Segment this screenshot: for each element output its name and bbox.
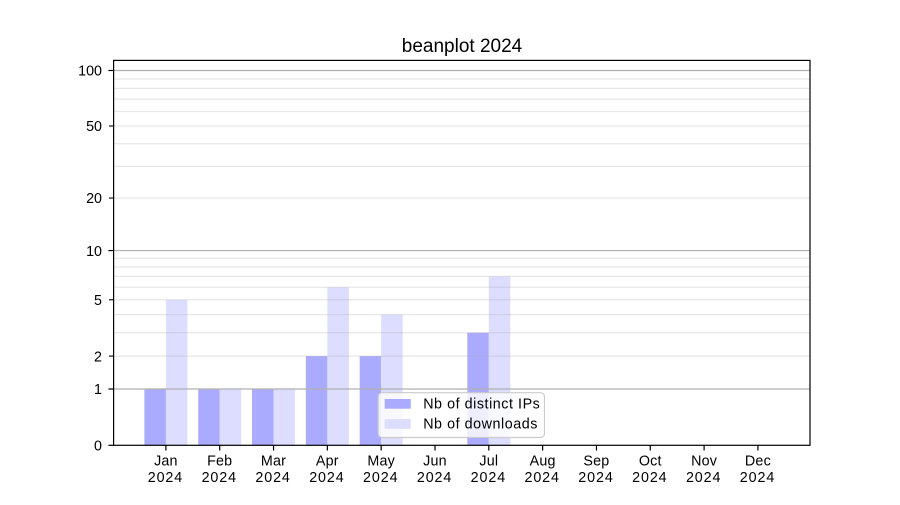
svg-text:Sep: Sep: [583, 454, 609, 470]
svg-text:Nov: Nov: [691, 454, 718, 470]
svg-text:Feb: Feb: [207, 454, 232, 470]
svg-text:Jan: Jan: [154, 454, 178, 470]
svg-text:2024: 2024: [524, 470, 559, 486]
svg-text:Nb of downloads: Nb of downloads: [423, 417, 538, 433]
svg-text:beanplot 2024: beanplot 2024: [402, 36, 523, 57]
svg-text:2024: 2024: [471, 470, 506, 486]
svg-text:Jun: Jun: [423, 454, 447, 470]
svg-text:0: 0: [94, 439, 102, 455]
svg-text:50: 50: [86, 119, 102, 135]
svg-text:Dec: Dec: [745, 454, 771, 470]
svg-text:2024: 2024: [148, 470, 183, 486]
svg-text:Oct: Oct: [639, 454, 662, 470]
svg-text:2024: 2024: [632, 470, 667, 486]
svg-text:Nb of distinct IPs: Nb of distinct IPs: [423, 397, 540, 413]
svg-text:2: 2: [94, 349, 102, 365]
svg-text:100: 100: [78, 64, 102, 80]
svg-text:2024: 2024: [686, 470, 721, 486]
svg-text:Jul: Jul: [479, 454, 498, 470]
svg-text:10: 10: [86, 244, 102, 260]
svg-text:20: 20: [86, 191, 102, 207]
svg-text:2024: 2024: [202, 470, 237, 486]
svg-text:May: May: [367, 454, 395, 470]
svg-text:2024: 2024: [740, 470, 775, 486]
svg-text:2024: 2024: [417, 470, 452, 486]
svg-text:5: 5: [94, 293, 102, 309]
svg-text:Aug: Aug: [530, 454, 556, 470]
svg-text:2024: 2024: [578, 470, 613, 486]
svg-text:2024: 2024: [363, 470, 398, 486]
svg-text:Apr: Apr: [316, 454, 339, 470]
svg-text:2024: 2024: [255, 470, 290, 486]
svg-text:Mar: Mar: [261, 454, 286, 470]
svg-text:1: 1: [94, 382, 102, 398]
svg-text:2024: 2024: [309, 470, 344, 486]
